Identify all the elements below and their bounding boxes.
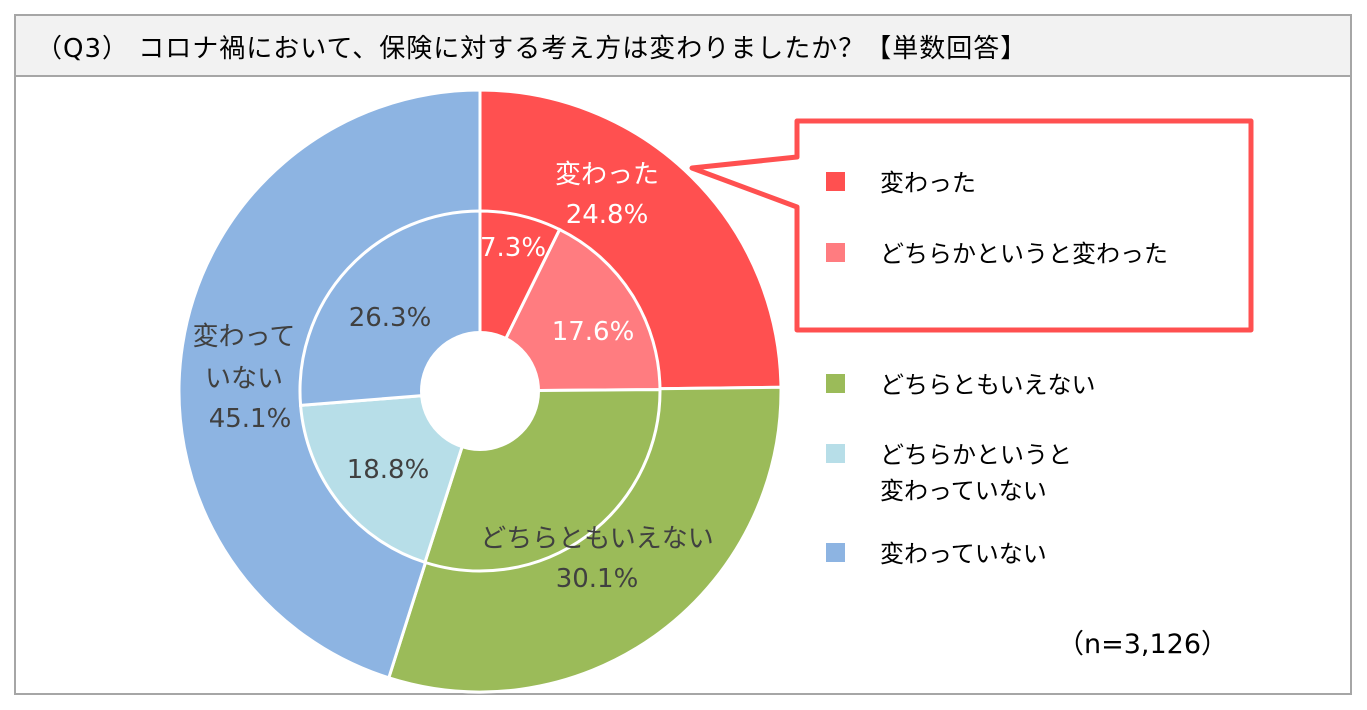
legend-label: どちらかというと変わった <box>880 240 1168 268</box>
chart-header: （Q3） コロナ禍において、保険に対する考え方は変わりましたか？【単数回答】 <box>16 16 1350 77</box>
inner-slice-label: 17.6% <box>552 317 635 347</box>
legend-label: 変わった <box>880 169 976 197</box>
legend-label: どちらともいえない <box>880 371 1096 399</box>
legend: 変わったどちらかというと変わったどちらともいえないどちらかというと変わっていない… <box>826 169 1168 568</box>
inner-slice-label: 7.3% <box>480 233 546 263</box>
legend-swatch <box>826 444 845 463</box>
inner-slice-label: 18.8% <box>347 455 430 485</box>
donut-hole <box>420 331 540 451</box>
outer-slice-label: 45.1% <box>209 404 292 434</box>
outer-slice-label: 変わって <box>193 322 296 352</box>
legend-swatch <box>826 543 845 562</box>
inner-slice <box>477 227 662 393</box>
legend-swatch <box>826 243 845 262</box>
inner-slice <box>298 389 483 565</box>
legend-label: 変わっていない <box>880 540 1047 568</box>
slice-labels: 変わった 24.8% どちらともいえない 30.1% 変わっていない 45.1% 7.3% 1… <box>193 160 714 594</box>
legend-swatch <box>826 172 845 191</box>
outer-slice-label: いない <box>205 364 283 394</box>
outer-slice-label: どちらともいえない <box>480 524 713 554</box>
outer-slice-label: 24.8% <box>566 200 649 230</box>
legend-swatch <box>826 374 845 393</box>
outer-slice-label: 30.1% <box>556 564 639 594</box>
sample-size-note: （n=3,126） <box>1057 629 1229 660</box>
inner-slice-label: 26.3% <box>349 303 432 333</box>
legend-label: 変わっていない <box>880 477 1047 505</box>
legend-label: どちらかというと <box>880 441 1072 469</box>
outer-slice-label: 変わった <box>555 160 659 190</box>
legend-callout-box <box>689 118 1254 333</box>
chart-title: （Q3） コロナ禍において、保険に対する考え方は変わりましたか？【単数回答】 <box>36 34 1028 64</box>
